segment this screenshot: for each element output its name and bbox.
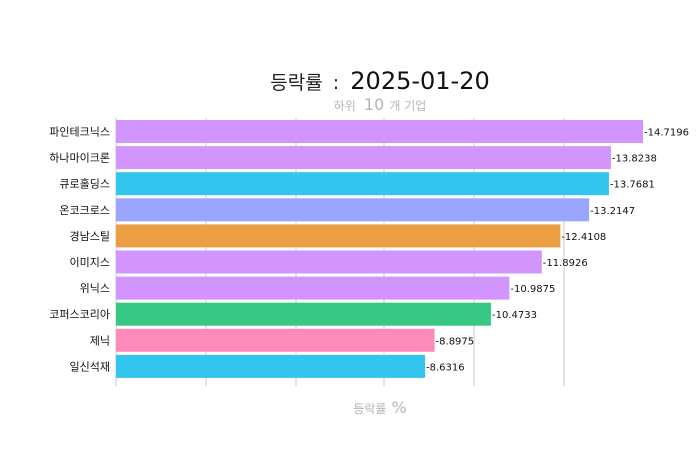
x-axis-label-text: 등락률 [353, 402, 386, 416]
bar [116, 276, 510, 300]
category-label: 큐로홀딩스 [59, 178, 110, 191]
subtitle-prefix: 하위 [334, 99, 356, 113]
value-labels: -14.7196 -13.8238 -13.7681 -13.2147 -12.4108… [426, 128, 689, 374]
category-label: 파인테크닉스 [49, 126, 110, 139]
bar [116, 120, 643, 143]
chart-subtitle: 하위 10 개 기업 [334, 95, 427, 114]
category-label: 제닉 [90, 334, 110, 347]
bars [116, 120, 643, 378]
value-label: -8.6316 [426, 362, 465, 373]
bar [116, 354, 426, 378]
title-label: 등락률 [270, 72, 322, 94]
bar [116, 172, 609, 196]
value-label: -12.4108 [561, 232, 606, 243]
category-label: 코퍼스코리아 [49, 308, 110, 321]
category-label: 일신석재 [70, 359, 110, 373]
value-label: -10.4733 [492, 310, 537, 321]
category-label: 이미지스 [70, 256, 110, 269]
subtitle-number: 10 [364, 95, 384, 114]
value-label: -13.7681 [610, 180, 655, 191]
category-label: 경남스틸 [70, 230, 110, 243]
value-label: -14.7196 [644, 128, 689, 139]
value-label: -13.8238 [612, 154, 657, 165]
chart-title: 등락률 : 2025-01-20 [270, 67, 490, 95]
bar [116, 328, 435, 352]
x-axis-label: 등락률 % [353, 398, 406, 417]
bar [116, 250, 542, 274]
value-label: -8.8975 [436, 336, 475, 347]
x-axis-label-unit: % [392, 398, 407, 417]
bar [116, 224, 561, 248]
bar [116, 302, 491, 326]
bar [116, 198, 590, 222]
category-labels: 파인테크닉스하나마이크론큐로홀딩스온코크로스경남스틸이미지스위닉스코퍼스코리아제… [49, 126, 110, 374]
category-label: 위닉스 [80, 282, 110, 295]
value-label: -10.9875 [510, 284, 555, 295]
title-separator: : [333, 72, 339, 94]
bar [116, 146, 611, 170]
title-date: 2025-01-20 [350, 67, 489, 95]
category-label: 온코크로스 [59, 204, 110, 217]
value-label: -11.8926 [543, 258, 588, 269]
category-label: 하나마이크론 [49, 151, 110, 165]
subtitle-suffix: 개 기업 [389, 99, 426, 113]
value-label: -13.2147 [590, 206, 635, 217]
